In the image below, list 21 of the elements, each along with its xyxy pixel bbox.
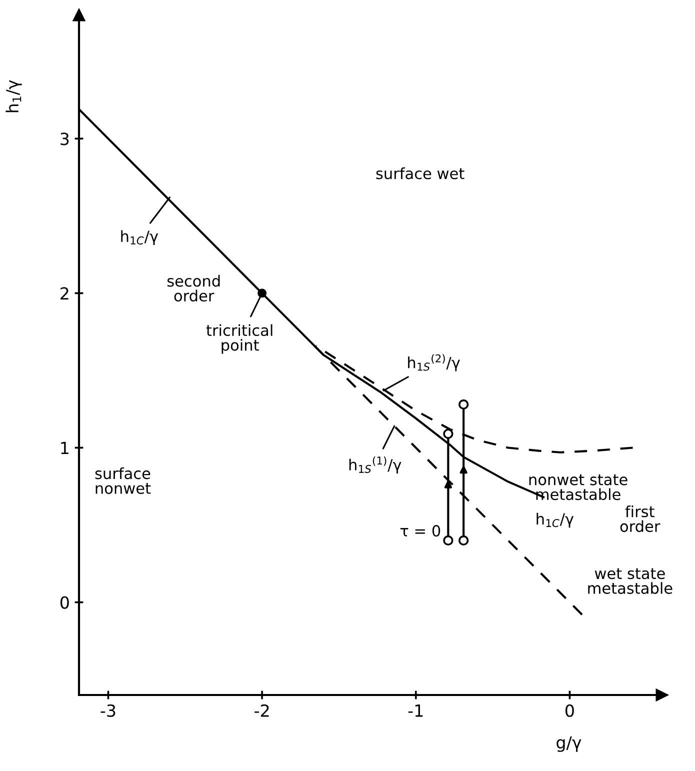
- y-tick-label: 0: [60, 596, 69, 609]
- y-axis-title: h$_{1}$/γ: [6, 80, 22, 112]
- annotation: first order: [620, 505, 660, 532]
- x-tick-label: 0: [566, 704, 574, 717]
- x-tick-label: -3: [100, 704, 116, 717]
- annotation: second order: [167, 274, 220, 302]
- annotation: surface nonwet: [95, 467, 151, 494]
- x-tick-label: -2: [254, 704, 269, 717]
- annotation: h$_{1S}$$^{(2)}$/γ: [408, 354, 460, 372]
- annotation: h$_{1S}$$^{(1)}$/γ: [349, 456, 402, 474]
- annotation: h$_{1C}$/γ: [536, 512, 574, 528]
- x-axis-title: g/γ: [556, 736, 582, 752]
- annotation: h$_{1C}$/γ: [121, 230, 158, 246]
- x-tick-label: -1: [408, 704, 423, 717]
- annotation: τ = 0: [400, 525, 440, 537]
- annotation: tricritical point: [206, 324, 272, 354]
- annotation: surface wet: [376, 167, 464, 180]
- y-tick-label: 3: [60, 132, 69, 146]
- y-tick-label: 2: [60, 287, 68, 300]
- annotation: wet state metastable: [588, 568, 672, 594]
- y-tick-label: 1: [61, 442, 68, 454]
